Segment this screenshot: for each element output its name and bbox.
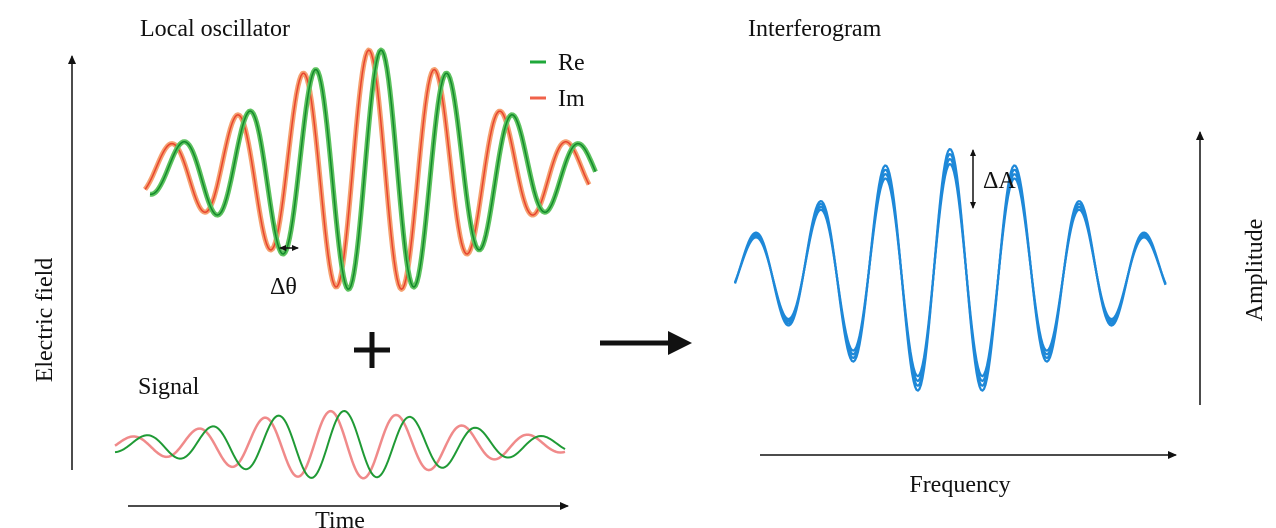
interferogram-trace xyxy=(733,158,1167,383)
x-axis-label-right: Frequency xyxy=(909,472,1010,498)
plus-sign xyxy=(354,332,390,368)
interferogram-trace xyxy=(733,148,1167,392)
signal-im-wave xyxy=(114,409,566,480)
legend-re: Re xyxy=(558,50,585,76)
interferogram-trace xyxy=(733,163,1167,378)
lo-re-wave-core xyxy=(149,49,597,290)
signal-title: Signal xyxy=(138,374,200,400)
interferogram-trace xyxy=(733,153,1167,387)
y-axis-label-left: Electric field xyxy=(32,258,58,383)
lo-im-wave-core xyxy=(144,49,590,291)
y-axis-label-right: Amplitude xyxy=(1242,219,1268,322)
x-axis-label-left: Time xyxy=(315,508,365,528)
interferogram-title: Interferogram xyxy=(748,16,882,42)
lo-title: Local oscillator xyxy=(140,16,290,42)
phase-label: Δθ xyxy=(270,274,297,300)
signal-re-wave xyxy=(114,410,566,479)
transform-arrowhead xyxy=(668,331,692,355)
legend-im: Im xyxy=(558,86,585,112)
amplitude-change-label: ΔA xyxy=(983,168,1016,194)
waves xyxy=(114,47,1167,480)
